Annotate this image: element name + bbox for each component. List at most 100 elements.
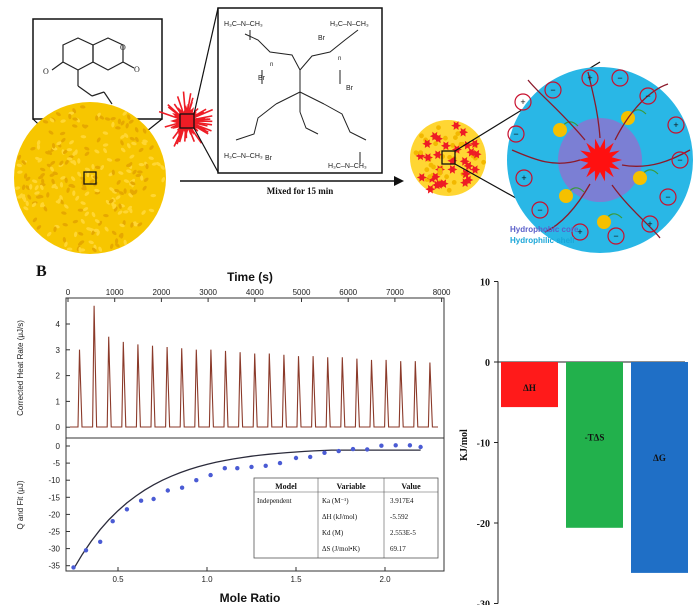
drug-grain	[34, 191, 40, 195]
drug-grain	[73, 231, 78, 238]
drug-grain	[80, 218, 85, 224]
drug-grain	[51, 143, 56, 149]
drug-grain	[109, 187, 115, 192]
svg-text:O: O	[43, 67, 49, 76]
polymer-chain	[621, 149, 691, 167]
drug-grain	[35, 195, 42, 199]
rate-tick-label: 4	[56, 320, 61, 329]
drug-grain	[84, 211, 90, 217]
drug-grain	[138, 147, 144, 153]
zoom-square-drug	[83, 171, 97, 185]
charge-sign: +	[577, 227, 582, 237]
drug-grain	[141, 210, 146, 215]
drug-grain	[91, 164, 95, 170]
drug-grain	[127, 114, 131, 120]
drug-grain	[66, 157, 73, 161]
drug-grain	[29, 184, 33, 190]
drug-grain	[61, 137, 66, 143]
amine-label-3: H₃C–N–CH₃	[224, 153, 263, 160]
coumarin-structure	[51, 37, 135, 105]
time-tick-label: 6000	[339, 288, 357, 297]
micelle-red-unit	[470, 165, 481, 174]
q-point	[83, 548, 89, 553]
drug-grain	[17, 154, 22, 161]
drug-molecule	[597, 215, 611, 229]
q-tick-label: -10	[48, 476, 60, 485]
zoom-square-micelle	[441, 150, 456, 165]
time-tick-label: 4000	[246, 288, 264, 297]
hydrophobic-core-label: Hydrophobic core	[510, 225, 579, 234]
drug-grain	[66, 187, 70, 193]
drug-grain	[78, 247, 82, 253]
drug-grain	[103, 148, 108, 154]
micelle-red-unit	[463, 161, 474, 171]
micelle-red-unit	[466, 147, 477, 157]
charge-circle	[514, 93, 532, 111]
time-tick-label: 5000	[293, 288, 311, 297]
q-point	[393, 443, 398, 448]
drug-molecule	[553, 123, 567, 137]
drug-grain	[68, 113, 72, 120]
drug-grain	[49, 173, 55, 177]
drug-grain	[102, 131, 109, 135]
micelle-yellow-unit	[433, 141, 438, 147]
micelle-red-unit	[471, 149, 482, 159]
drug-grain	[25, 200, 29, 207]
drug-grain	[129, 154, 135, 159]
q-point	[350, 446, 356, 452]
heat-rate-trace	[70, 305, 438, 428]
mole-ratio-axis-label: Mole Ratio	[220, 591, 281, 605]
drug-grain	[50, 160, 56, 165]
drug-grain	[112, 204, 117, 210]
polymer-chains	[511, 71, 691, 239]
micelle-yellow-unit	[458, 141, 464, 147]
bar-2	[631, 362, 688, 573]
table-row-dh-variable: ΔH (kJ/mol)	[322, 513, 358, 521]
itc-plot: Time (s) 0 1000 2000 3000 4000 5000 6000 7000 80…	[16, 270, 451, 605]
bar-1	[566, 362, 623, 528]
drug-grain	[69, 184, 76, 188]
drug-grain	[50, 166, 54, 172]
drug-grain	[81, 183, 87, 189]
q-point	[222, 466, 227, 471]
drug-grain	[53, 184, 59, 190]
drug-grain	[149, 145, 154, 150]
drug-grain	[140, 175, 144, 181]
bar-label-1: -TΔS	[585, 433, 605, 443]
drug-grain	[23, 206, 29, 211]
drug-grain	[36, 225, 42, 230]
micelle-yellow-unit	[437, 170, 443, 176]
time-ticks: 0 1000 2000 3000 4000 5000 6000 7000 8000	[66, 288, 451, 302]
q-point	[165, 488, 170, 493]
drug-grain	[91, 211, 96, 218]
charge-circle	[544, 81, 562, 99]
drug-grain	[66, 247, 73, 251]
drug-grain	[111, 121, 115, 128]
charge-circle	[639, 87, 657, 105]
drug-grain	[98, 246, 103, 252]
bar-label-0: ΔH	[523, 383, 536, 393]
q-point	[407, 443, 413, 448]
drug-grain	[63, 204, 69, 209]
drug-grain	[32, 217, 38, 223]
charge-sign: +	[587, 73, 592, 83]
drug-grain	[89, 179, 95, 184]
drug-grain	[108, 199, 114, 204]
drug-grain	[100, 164, 105, 171]
drug-grain	[156, 161, 161, 167]
drug-grain	[116, 179, 121, 185]
drug-grain	[92, 175, 99, 180]
drug-grain	[109, 243, 114, 250]
charge-circle	[515, 169, 533, 187]
drug-grain	[43, 206, 48, 212]
drug-grain	[17, 170, 23, 174]
micelle-red-unit	[425, 184, 436, 194]
drug-grain	[114, 238, 119, 244]
micelle-red-unit	[462, 140, 473, 150]
q-point	[124, 507, 130, 512]
charge-circle	[659, 188, 677, 206]
q-point	[235, 466, 240, 471]
rate-tick-label: 3	[56, 346, 61, 355]
q-tick-label: -5	[53, 459, 61, 468]
